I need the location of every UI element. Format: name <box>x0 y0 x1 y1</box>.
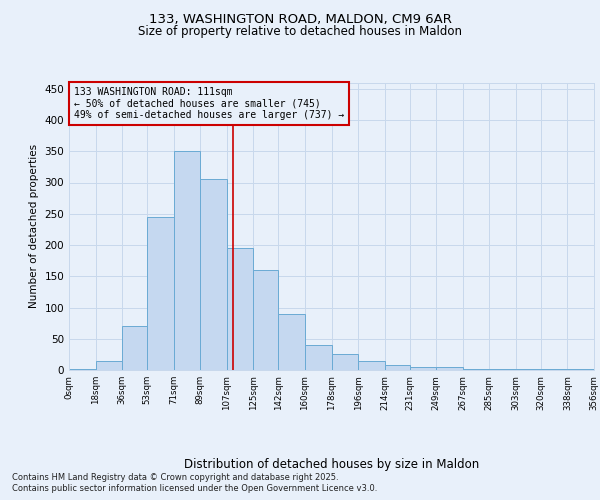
Bar <box>305 345 331 370</box>
Bar <box>410 367 436 370</box>
Bar <box>147 217 174 370</box>
Bar <box>227 248 253 370</box>
Y-axis label: Number of detached properties: Number of detached properties <box>29 144 39 308</box>
Text: 133, WASHINGTON ROAD, MALDON, CM9 6AR: 133, WASHINGTON ROAD, MALDON, CM9 6AR <box>149 12 451 26</box>
Text: Size of property relative to detached houses in Maldon: Size of property relative to detached ho… <box>138 25 462 38</box>
Bar <box>174 151 200 370</box>
Text: 133 WASHINGTON ROAD: 111sqm
← 50% of detached houses are smaller (745)
49% of se: 133 WASHINGTON ROAD: 111sqm ← 50% of det… <box>74 87 344 120</box>
Bar <box>489 369 516 370</box>
Bar <box>436 367 463 370</box>
Text: Contains HM Land Registry data © Crown copyright and database right 2025.: Contains HM Land Registry data © Crown c… <box>12 472 338 482</box>
Bar <box>253 270 278 370</box>
Bar <box>200 180 227 370</box>
Bar <box>358 360 385 370</box>
Bar <box>331 354 358 370</box>
Bar <box>122 326 147 370</box>
Text: Contains public sector information licensed under the Open Government Licence v3: Contains public sector information licen… <box>12 484 377 493</box>
Bar <box>385 365 410 370</box>
X-axis label: Distribution of detached houses by size in Maldon: Distribution of detached houses by size … <box>184 458 479 471</box>
Bar <box>95 360 122 370</box>
Bar <box>278 314 305 370</box>
Bar <box>463 369 489 370</box>
